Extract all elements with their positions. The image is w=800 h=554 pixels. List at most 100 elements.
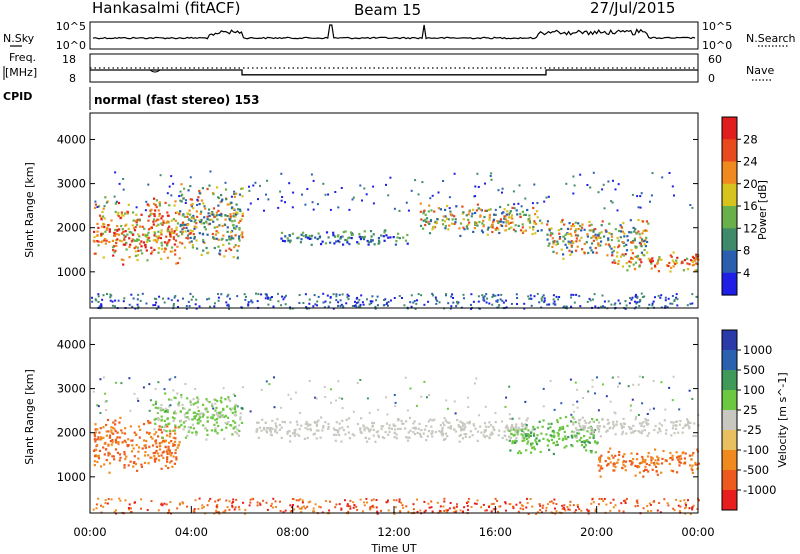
sparse-scatter-cell [118, 182, 121, 185]
scatter-cell-1 [177, 404, 180, 407]
scatter-cell-3 [532, 228, 535, 231]
scatter-cell-1 [154, 400, 158, 403]
scatter-cell-1 [164, 392, 167, 395]
scatter-cell-0 [132, 465, 135, 468]
sparse-scatter-cell [660, 381, 663, 384]
scatter-cell-5 [630, 460, 633, 463]
scatter-cell-5 [683, 259, 687, 262]
scatter-cell-4 [562, 257, 565, 260]
ground-scatter-cell [623, 499, 626, 502]
ground-scatter-cell [162, 297, 164, 300]
sparse-scatter-cell [361, 199, 363, 202]
scatter-cell-1 [216, 432, 219, 435]
scatter-cell-3 [512, 428, 515, 431]
scatter-cell-5 [655, 465, 658, 468]
scatter-cell-0 [119, 217, 122, 220]
ground-scatter-cell [592, 298, 594, 301]
scatter-cell-1 [236, 428, 239, 431]
ground-scatter-cell [271, 502, 273, 505]
ground-scatter-cell [589, 299, 592, 302]
scatter-cell-0 [174, 426, 177, 429]
scatter-cell-0 [145, 240, 149, 243]
scatter-cell-3 [540, 432, 543, 435]
sparse-scatter-cell [637, 206, 640, 209]
scatter-cell-1 [213, 215, 216, 219]
scatter-cell-4 [551, 237, 554, 240]
scatter-cell-1 [174, 424, 177, 427]
scatter-cell-2 [318, 236, 321, 239]
ground-scatter-cell [691, 506, 694, 509]
scatter-cell-1 [227, 421, 230, 424]
ground-scatter-cell [329, 296, 332, 298]
scatter-cell-1 [188, 219, 191, 222]
ground-scatter-cell [629, 297, 631, 299]
scatter-cell-3 [580, 428, 583, 431]
scatter-cell-0 [172, 218, 175, 221]
scatter-cell-2 [365, 426, 368, 429]
scatter-cell-1 [192, 427, 195, 430]
scatter-cell-4 [570, 240, 573, 243]
scatter-cell-4 [610, 235, 614, 238]
scatter-cell-4 [672, 424, 675, 427]
ground-scatter-cell [308, 298, 311, 301]
scatter-cell-1 [209, 416, 213, 419]
scatter-cell-2 [395, 240, 398, 243]
scatter-cell-1 [197, 422, 200, 425]
scatter-cell-1 [183, 413, 186, 416]
scatter-cell-0 [112, 254, 115, 257]
scatter-cell-0 [155, 241, 158, 244]
ground-scatter-cell [685, 506, 687, 509]
ground-scatter-cell [512, 507, 515, 510]
colorbar-segment [722, 390, 737, 411]
scatter-cell-0 [112, 421, 115, 424]
scatter-cell-1 [187, 189, 190, 192]
scatter-cell-0 [121, 431, 124, 434]
scatter-cell-4 [665, 432, 668, 435]
ground-scatter-cell [214, 500, 217, 503]
scatter-cell-5 [692, 257, 696, 260]
scatter-cell-2 [306, 422, 309, 426]
ground-scatter-cell [226, 304, 229, 307]
scatter-cell-4 [580, 226, 584, 229]
ground-scatter-cell [217, 499, 220, 502]
ground-scatter-cell [691, 293, 694, 296]
ground-scatter-cell [427, 300, 430, 303]
scatter-cell-0 [174, 432, 177, 435]
sparse-scatter-cell [209, 170, 212, 173]
colorbar-frame [721, 329, 738, 511]
sparse-scatter-cell [308, 379, 311, 382]
scatter-cell-3 [481, 231, 485, 234]
scatter-cell-4 [612, 249, 615, 252]
ground-scatter-cell [341, 293, 344, 296]
scatter-cell-5 [681, 452, 684, 455]
scatter-cell-1 [203, 241, 206, 244]
ground-scatter-cell [527, 513, 530, 515]
scatter-cell-4 [583, 419, 586, 422]
sparse-scatter-cell [572, 192, 575, 195]
scatter-cell-3 [459, 222, 463, 225]
ground-scatter-cell [347, 505, 350, 508]
sparse-scatter-cell [582, 397, 584, 399]
scatter-cell-2 [307, 424, 310, 427]
scatter-cell-2 [287, 239, 290, 242]
sparse-scatter-cell [291, 206, 294, 209]
scatter-cell-0 [166, 227, 170, 230]
sparse-scatter-cell [230, 201, 233, 204]
scatter-cell-3 [546, 444, 549, 447]
scatter-cell-1 [184, 436, 188, 439]
scatter-cell-0 [96, 438, 99, 441]
sparse-scatter-cell [178, 195, 181, 198]
scatter-cell-2 [493, 428, 496, 432]
scatter-cell-4 [607, 421, 611, 424]
scatter-cell-2 [291, 432, 295, 435]
sparse-scatter-cell [181, 404, 184, 406]
ground-scatter-cell [638, 300, 641, 303]
scatter-cell-0 [117, 211, 120, 214]
colorbar-segment [722, 450, 737, 471]
sparse-scatter-cell [196, 198, 199, 201]
scatter-cell-5 [623, 453, 626, 456]
scatter-cell-1 [232, 256, 235, 259]
scatter-cell-2 [381, 436, 384, 439]
ground-scatter-cell [656, 509, 659, 512]
scatter-cell-0 [173, 243, 176, 246]
